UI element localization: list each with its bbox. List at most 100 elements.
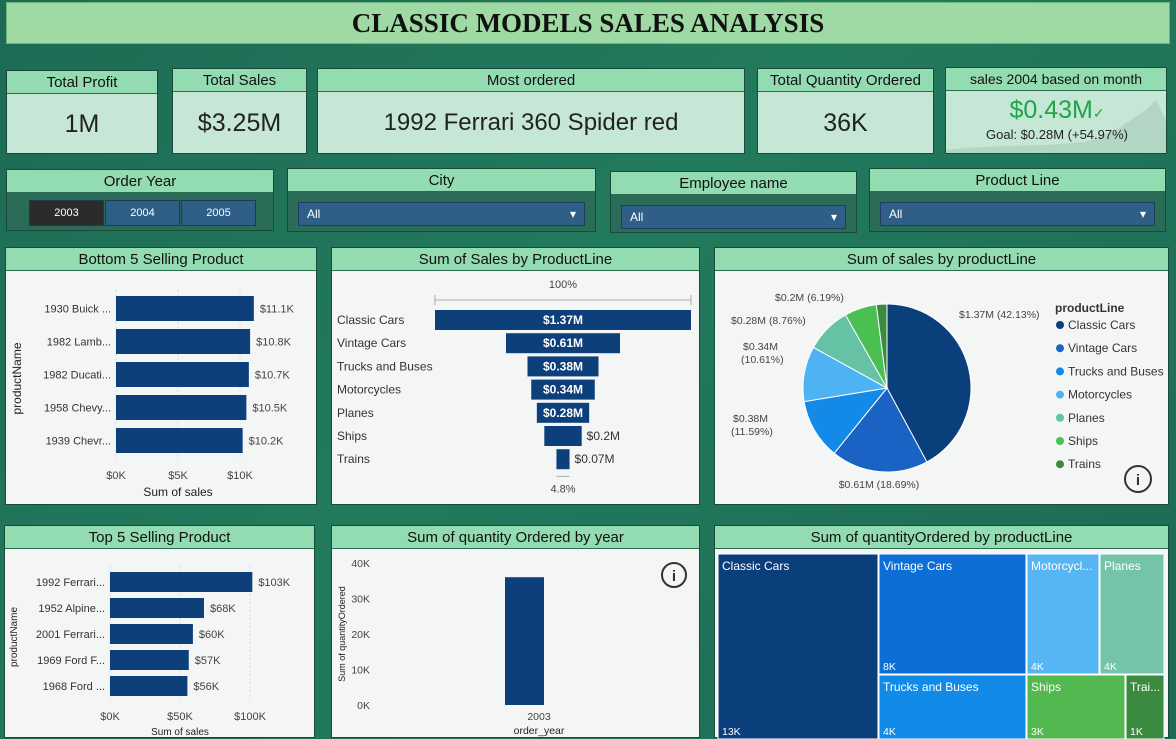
category-label: 1992 Ferrari...: [36, 577, 105, 589]
city-dropdown[interactable]: All ▾: [298, 202, 585, 226]
treemap-value: 13K: [722, 726, 741, 738]
data-label: $0.38M: [733, 413, 768, 425]
pie-slice: [803, 387, 889, 455]
info-icon: [1124, 465, 1152, 493]
qty-year-panel: Sum of quantity Ordered by year 0K 10K 20K…: [331, 525, 700, 738]
treemap-value: 4K: [1031, 661, 1044, 673]
treemap-label: Vintage Cars: [883, 559, 952, 573]
treemap-cell: [878, 553, 1027, 675]
dropdown-value: All: [307, 207, 321, 221]
legend-marker: [1056, 367, 1064, 376]
pie-chart: $1.37M (42.13%) $0.61M (18.69%) $0.38M(11.…: [731, 292, 1164, 493]
kpi-label: Total Quantity Ordered: [758, 69, 933, 92]
data-label: (10.61%): [741, 354, 784, 366]
year-button-2003[interactable]: 2003: [29, 200, 104, 226]
kpi-total-sales: Total Sales $3.25M: [172, 68, 307, 154]
category-label: Vintage Cars: [337, 336, 406, 350]
kpi-value: $3.25M: [197, 108, 282, 137]
category-label: Classic Cars: [337, 313, 404, 327]
treemap-value: 4K: [1104, 661, 1117, 673]
chart-title: Sum of Sales by ProductLine: [332, 248, 699, 271]
y-tick-label: 30K: [351, 594, 370, 606]
y-tick-label: 20K: [351, 629, 370, 641]
pie-panel: Sum of sales by productLine $1.37M (42.1…: [714, 247, 1169, 505]
slicer-label: Product Line: [870, 169, 1165, 192]
year-button-group: 2003 2004 2005: [29, 200, 259, 226]
year-button-2004[interactable]: 2004: [105, 200, 180, 226]
treemap-label: Motorcycl...: [1031, 559, 1092, 573]
legend-label: Vintage Cars: [1068, 341, 1137, 355]
x-tick-label: $100K: [234, 711, 266, 723]
x-axis-title: Sum of sales: [151, 727, 209, 738]
kpi-value-wrap: $0.43M✓: [946, 96, 1166, 125]
legend-label: Classic Cars: [1068, 318, 1135, 332]
kpi-value: $0.43M: [1009, 96, 1093, 124]
category-label: Trucks and Buses: [337, 359, 433, 373]
y-tick-label: 0K: [357, 700, 370, 712]
treemap-cell: [1099, 553, 1165, 675]
y-tick-label: 40K: [351, 558, 370, 570]
legend-marker: [1056, 437, 1064, 445]
slicer-city: City All ▾: [287, 168, 596, 232]
slicer-label: Order Year: [7, 170, 273, 193]
x-axis-title: Sum of sales: [143, 485, 212, 499]
x-tick-label: $0K: [106, 470, 126, 482]
y-axis-title: productName: [10, 342, 24, 414]
chart-title: Sum of sales by productLine: [715, 248, 1168, 271]
bar: [110, 676, 188, 696]
category-label: Trains: [337, 452, 370, 466]
bar: [116, 395, 247, 420]
funnel-bar: [527, 356, 599, 377]
bar: [505, 577, 544, 705]
treemap-cell: [1125, 674, 1165, 739]
x-tick-label: $10K: [227, 470, 253, 482]
category-label: Motorcycles: [337, 383, 401, 397]
chart-title: Top 5 Selling Product: [5, 526, 314, 549]
y-tick-label: 10K: [351, 665, 370, 677]
bar: [110, 598, 204, 618]
year-button-2005[interactable]: 2005: [181, 200, 256, 226]
bar: [110, 624, 193, 644]
treemap-value: 8K: [883, 661, 896, 673]
legend-label: Trains: [1068, 457, 1101, 471]
kpi-trend-area: [946, 100, 1166, 153]
legend-label: Planes: [1068, 411, 1105, 425]
category-label: 1968 Ford ...: [43, 681, 105, 693]
treemap-cell: [1026, 674, 1126, 739]
employee-dropdown[interactable]: All ▾: [621, 205, 846, 229]
treemap-value: 4K: [883, 726, 896, 738]
funnel-panel: Sum of Sales by ProductLine 100% Classic …: [331, 247, 700, 505]
category-label: 2001 Ferrari...: [36, 629, 105, 641]
kpi-label: Most ordered: [318, 69, 744, 92]
legend-marker: [1056, 460, 1064, 469]
x-axis-title: order_year: [514, 725, 565, 737]
slicer-product-line: Product Line All ▾: [869, 168, 1166, 232]
slicer-label: Employee name: [611, 172, 856, 195]
data-label: $56K: [193, 681, 219, 693]
kpi-most-ordered: Most ordered 1992 Ferrari 360 Spider red: [317, 68, 745, 154]
category-label: 1982 Lamb...: [47, 337, 111, 349]
product-line-dropdown[interactable]: All ▾: [880, 202, 1155, 226]
slicer-order-year: Order Year 2003 2004 2005: [6, 169, 274, 231]
funnel-top-label: 100%: [549, 279, 577, 291]
chevron-down-icon: ▾: [569, 207, 576, 221]
data-label: $57K: [195, 655, 221, 667]
data-label: $0.2M: [587, 429, 620, 443]
treemap-chart: Classic Cars 13K Vintage Cars 8K Trucks and …: [717, 553, 1165, 739]
y-axis-title: Sum of quantityOrdered: [337, 586, 347, 682]
kpi-total-profit: Total Profit 1M: [6, 70, 158, 154]
kpi-goal: Goal: $0.28M (+54.97%): [986, 127, 1128, 142]
data-label: $0.07M: [575, 452, 615, 466]
category-label: 1969 Ford F...: [37, 655, 105, 667]
chart-title: Sum of quantity Ordered by year: [332, 526, 699, 549]
data-label: $1.37M: [543, 313, 583, 327]
category-label: 1930 Buick ...: [44, 304, 111, 316]
chart-title: Bottom 5 Selling Product: [6, 248, 316, 271]
chevron-down-icon: ▾: [1139, 207, 1146, 221]
x-tick-label: $0K: [100, 711, 120, 723]
legend-marker: [1056, 390, 1064, 399]
pie-slice: [886, 303, 972, 463]
legend-marker: [1056, 344, 1064, 353]
chevron-down-icon: ▾: [830, 210, 837, 224]
funnel-bar: [531, 379, 595, 400]
